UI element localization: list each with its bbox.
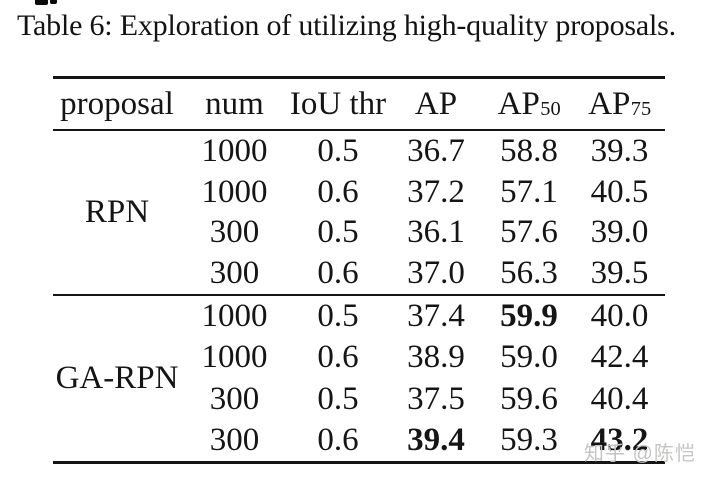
value-cell: 59.6: [500, 380, 558, 417]
value-cell: 39.5: [590, 255, 649, 292]
value-cell: 36.1: [407, 214, 465, 251]
value-cell: 300: [209, 380, 260, 417]
value-cell: 1000: [201, 298, 268, 335]
value-cell: 56.3: [500, 255, 558, 292]
value-cell: 0.5: [317, 132, 359, 169]
value-cell: 39.3: [590, 132, 649, 169]
value-cell: 57.1: [500, 173, 558, 210]
value-cell: 300: [209, 214, 260, 251]
proposal-label-ga-rpn: GA-RPN: [55, 360, 179, 396]
value-cell: 42.4: [590, 339, 649, 376]
value-cell: 37.5: [407, 380, 465, 417]
crop-artifact: [35, 0, 48, 5]
top-rule: [53, 76, 665, 79]
proposal-label-rpn: RPN: [84, 194, 150, 230]
value-cell: 0.6: [317, 421, 359, 458]
value-cell: 1000: [201, 339, 268, 376]
table-caption: Table 6: Exploration of utilizing high-q…: [17, 9, 676, 42]
value-cell: 37.2: [407, 173, 465, 210]
col-header-num: num: [205, 85, 264, 122]
col-header-ap50: AP 50: [497, 85, 561, 122]
col-header-ap: AP: [414, 85, 458, 122]
value-cell: 58.8: [500, 132, 558, 169]
table-group-rpn: RPN 1000 0.5 36.7 58.8 39.3 1000 0.6 37.2 57.1 40.…: [53, 131, 665, 294]
value-cell: 59.0: [500, 339, 558, 376]
value-cell: 300: [209, 255, 260, 292]
mid-rule: [53, 294, 665, 296]
value-cell: 0.6: [317, 173, 359, 210]
watermark: 知乎 @陈恺: [584, 443, 696, 465]
value-cell: 0.5: [317, 380, 359, 417]
value-cell: 300: [209, 421, 260, 458]
header-rule: [53, 129, 665, 131]
value-cell: 59.3: [500, 421, 558, 458]
value-cell: 40.5: [590, 173, 649, 210]
value-cell: 0.5: [317, 214, 359, 251]
table-header-row: proposal num IoU thr AP AP 50 AP 75: [53, 79, 665, 129]
value-cell: 40.0: [590, 298, 649, 335]
value-cell: 0.6: [317, 255, 359, 292]
value-cell: 43.2: [590, 421, 649, 458]
value-cell: 39.0: [590, 214, 649, 251]
col-header-ap75: AP 75: [588, 85, 652, 122]
value-cell: 37.0: [407, 255, 465, 292]
value-cell: 39.4: [407, 421, 465, 458]
value-cell: 57.6: [500, 214, 558, 251]
crop-artifact: [50, 0, 57, 4]
value-cell: 37.4: [407, 298, 465, 335]
bottom-rule: [53, 461, 665, 464]
col-header-proposal: proposal: [60, 85, 174, 122]
results-table: proposal num IoU thr AP AP 50 AP 75 RPN 1000 0.5 3…: [53, 76, 665, 464]
value-cell: 36.7: [407, 132, 465, 169]
value-cell: 40.4: [590, 380, 649, 417]
value-cell: 59.9: [500, 298, 558, 335]
value-cell: 1000: [201, 132, 268, 169]
value-cell: 0.5: [317, 298, 359, 335]
value-cell: 38.9: [407, 339, 465, 376]
value-cell: 0.6: [317, 339, 359, 376]
table-group-ga-rpn: GA-RPN 1000 0.5 37.4 59.9 40.0 1000 0.6 38.9 59.0…: [53, 296, 665, 461]
value-cell: 1000: [201, 173, 268, 210]
col-header-iou-thr: IoU thr: [289, 85, 387, 122]
